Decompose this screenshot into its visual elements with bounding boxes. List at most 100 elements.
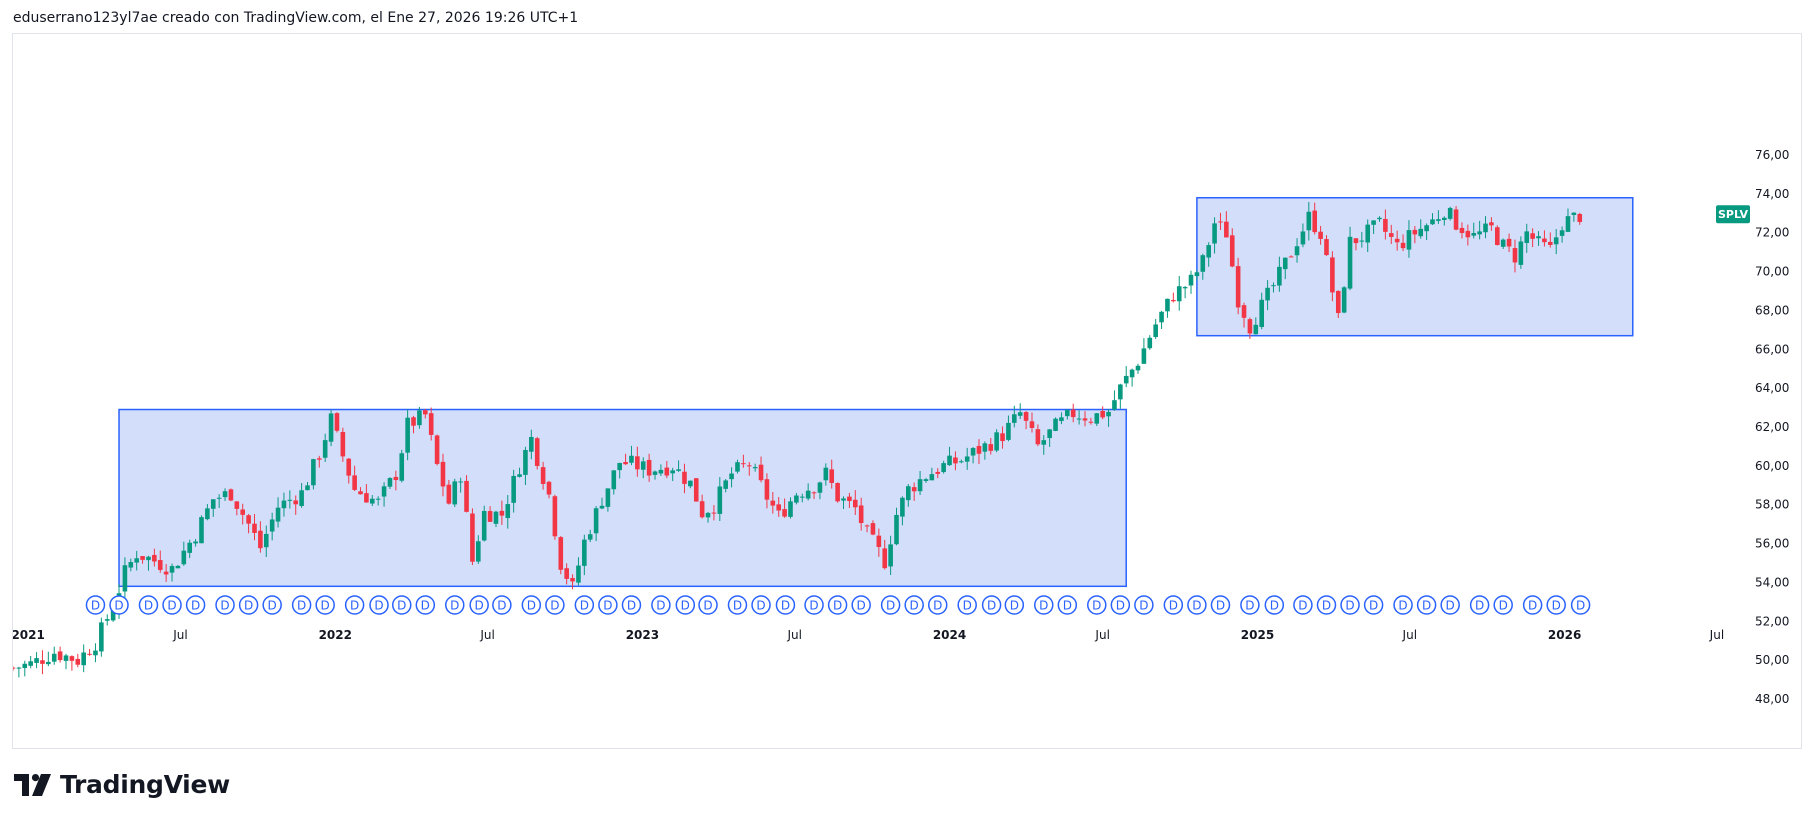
dividend-marker-label: D — [527, 599, 536, 613]
dividend-marker — [804, 595, 824, 615]
dividend-marker-label: D — [1475, 599, 1484, 613]
candle-body — [617, 462, 622, 471]
candle-body — [1324, 239, 1329, 256]
candle-body — [476, 541, 481, 562]
candle-body — [1094, 413, 1100, 424]
candle-body — [817, 482, 823, 493]
candle-body — [16, 667, 22, 669]
y-tick-label: 56,00 — [1755, 537, 1789, 551]
dividend-marker-label: D — [475, 599, 484, 613]
dividend-marker — [1316, 595, 1337, 615]
candle-body — [1029, 421, 1035, 428]
candle-body — [1388, 233, 1394, 237]
candle-body — [976, 445, 982, 454]
dividend-marker-label: D — [1010, 599, 1019, 613]
dividend-marker — [1340, 595, 1360, 615]
candle-body — [1288, 256, 1294, 258]
candle-body — [1500, 239, 1506, 247]
candle-body — [240, 509, 246, 515]
candle-body — [1359, 240, 1365, 242]
candle-body — [529, 436, 534, 452]
dividend-marker — [1087, 595, 1107, 615]
x-tick-label: 2022 — [319, 628, 352, 642]
y-tick-label: 62,00 — [1755, 420, 1789, 434]
candle-body — [51, 653, 57, 662]
candle-body — [1053, 418, 1058, 431]
dividend-marker-label: D — [1322, 599, 1331, 613]
candle-body — [110, 609, 116, 621]
candle-body — [858, 505, 864, 524]
candle-body — [811, 492, 817, 494]
dividend-marker — [391, 595, 412, 615]
candle-body — [711, 512, 717, 514]
candle-body — [1477, 231, 1482, 235]
dividend-marker-label: D — [681, 599, 690, 613]
candle-body — [405, 417, 410, 453]
candle-body — [428, 413, 434, 435]
candle-body — [1247, 319, 1253, 334]
dividend-marker — [927, 595, 948, 615]
candle-body — [805, 490, 811, 499]
candle-body — [587, 534, 593, 540]
dividend-marker-label: D — [656, 599, 665, 613]
candle-body — [1171, 299, 1176, 302]
candle-body — [499, 510, 505, 516]
dividend-marker — [698, 595, 718, 615]
candle-body — [988, 444, 994, 451]
candle-body — [758, 464, 764, 481]
candle-body — [1135, 365, 1141, 371]
candle-body — [1059, 417, 1064, 422]
candle-body — [387, 478, 393, 487]
x-tick-label: Jul — [1709, 628, 1724, 642]
candle-body — [263, 533, 269, 548]
candle-body — [81, 652, 86, 666]
candle-body — [835, 483, 840, 502]
dividend-marker — [215, 595, 235, 615]
dividend-marker-label: D — [756, 599, 765, 613]
candle-body — [1441, 217, 1447, 220]
candle-body — [63, 655, 69, 661]
candle-body — [1229, 235, 1235, 267]
candle-body — [1424, 225, 1429, 232]
dividend-marker-label: D — [809, 599, 818, 613]
candle-body — [1453, 209, 1459, 230]
dividend-marker — [1210, 595, 1231, 615]
candle-body — [163, 571, 169, 575]
candle-body — [222, 491, 228, 498]
candle-body — [941, 463, 946, 473]
candle-body — [152, 554, 157, 562]
x-tick-label: 2023 — [626, 628, 659, 642]
candle-body — [699, 501, 705, 518]
range-rectangle-1 — [118, 408, 1127, 588]
dividend-marker — [1493, 595, 1513, 615]
candle-body — [1212, 223, 1217, 244]
candle-body — [923, 479, 929, 481]
candle-body — [364, 493, 369, 503]
dividend-marker-label: D — [703, 599, 712, 613]
dividend-marker — [1163, 595, 1184, 615]
candle-body — [57, 651, 63, 661]
y-tick-label: 66,00 — [1755, 342, 1789, 356]
candle-body — [970, 448, 976, 456]
dividend-marker — [880, 595, 901, 615]
candle-body — [1494, 227, 1500, 245]
candle-body — [322, 440, 328, 458]
candle-body — [847, 496, 852, 501]
candle-body — [1436, 219, 1441, 221]
candle-body — [1459, 227, 1465, 234]
candle-body — [1506, 238, 1512, 247]
candle-body — [917, 479, 923, 492]
candle-body — [1512, 248, 1518, 263]
candle-body — [216, 497, 222, 499]
dividend-marker — [1240, 595, 1260, 615]
candle-body — [688, 480, 693, 487]
y-tick-label: 54,00 — [1755, 575, 1789, 589]
candle-body — [1153, 324, 1158, 338]
ticker-symbol: SPLV — [1718, 208, 1748, 221]
candle-body — [770, 500, 776, 506]
candle-body — [1536, 236, 1541, 239]
dividend-marker-label: D — [1063, 599, 1072, 613]
candle-body — [670, 470, 675, 474]
